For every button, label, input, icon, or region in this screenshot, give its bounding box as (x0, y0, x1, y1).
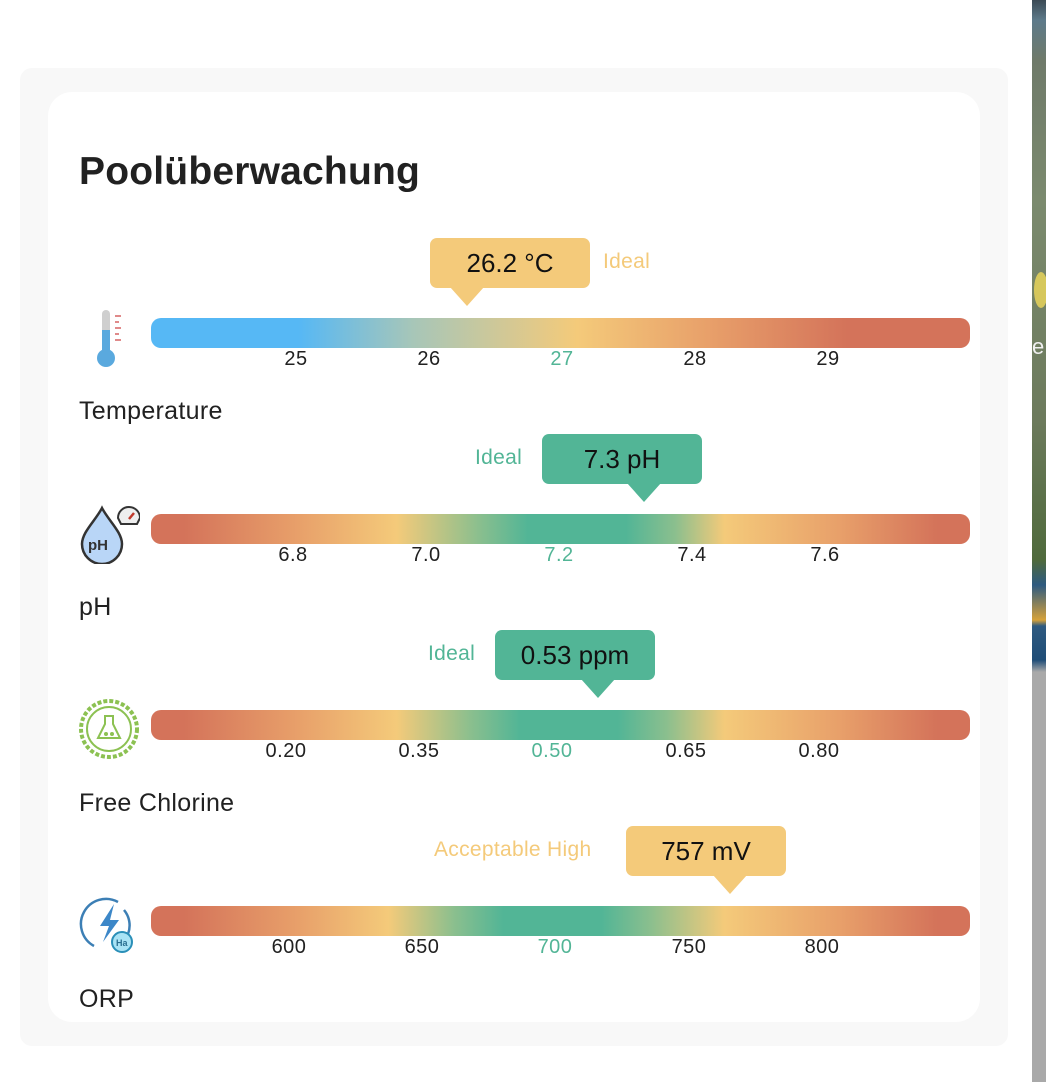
value-pointer (713, 875, 747, 894)
orp-lightning-icon: Ha (79, 897, 133, 953)
sensor-ph: Ideal 7.3 pH pH 6.8 7.0 7.2 7.4 7.6 pH (0, 426, 1046, 622)
svg-text:pH: pH (88, 537, 108, 554)
gauge-bar (151, 514, 970, 544)
tick-label: 7.0 (411, 544, 441, 566)
tick-label-ideal: 27 (550, 348, 574, 370)
tick-label: 6.8 (278, 544, 308, 566)
status-label: Ideal (428, 642, 476, 665)
tick-label: 29 (816, 348, 840, 370)
tick-label-ideal: 700 (537, 936, 573, 958)
ph-drop-gauge-icon: pH (80, 505, 140, 564)
tick-label: 7.6 (810, 544, 840, 566)
gauge-bar (151, 318, 970, 348)
tick-label-ideal: 0.50 (531, 740, 573, 762)
sensor-temperature: 26.2 °C Ideal 25 26 27 28 29 Temperature (0, 230, 1046, 426)
sensor-free-chlorine: Ideal 0.53 ppm 0.20 0.35 0.50 0.65 0.80 … (0, 622, 1046, 818)
value-pointer (627, 483, 661, 502)
tick-label: 650 (404, 936, 440, 958)
sensor-name: Free Chlorine (79, 789, 235, 817)
sensor-value: 757 mV (661, 835, 751, 866)
status-label: Ideal (475, 446, 523, 469)
svg-text:Ha: Ha (116, 938, 128, 948)
sensor-value: 26.2 °C (466, 247, 554, 278)
tick-label: 0.80 (798, 740, 840, 762)
tick-label: 800 (804, 936, 840, 958)
value-pointer (581, 679, 615, 698)
gauge-bar (151, 906, 970, 936)
weather-sun-icon (1034, 272, 1046, 308)
gauge-bar (151, 710, 970, 740)
tick-label: 26 (417, 348, 441, 370)
tick-label-ideal: 7.2 (544, 544, 574, 566)
thermometer-icon (97, 310, 121, 367)
neighbour-text: e (1032, 334, 1045, 359)
chlorine-free-badge-icon (79, 699, 139, 759)
background-neighbour-panel: e (1032, 0, 1046, 1082)
tick-label: 600 (271, 936, 307, 958)
sensor-name: pH (79, 593, 112, 621)
card-title: Poolüberwachung (79, 150, 421, 193)
value-pointer (450, 287, 484, 306)
sensor-orp: Acceptable High 757 mV Ha 600 650 700 75… (0, 818, 1046, 1014)
sensor-value: 0.53 ppm (520, 639, 630, 670)
tick-label: 750 (671, 936, 707, 958)
sensor-value: 7.3 pH (583, 443, 661, 474)
tick-label: 7.4 (677, 544, 707, 566)
tick-label: 25 (284, 348, 308, 370)
tick-label: 0.65 (665, 740, 707, 762)
value-bubble: 757 mV (626, 826, 786, 876)
sensor-name: Temperature (79, 397, 223, 425)
status-label: Ideal (603, 250, 651, 273)
tick-label: 28 (683, 348, 707, 370)
value-bubble: 0.53 ppm (495, 630, 655, 680)
tick-label: 0.35 (398, 740, 440, 762)
value-bubble: 7.3 pH (542, 434, 702, 484)
value-bubble: 26.2 °C (430, 238, 590, 288)
tick-label: 0.20 (265, 740, 307, 762)
status-label: Acceptable High (434, 838, 592, 861)
sensor-name: ORP (79, 985, 135, 1013)
